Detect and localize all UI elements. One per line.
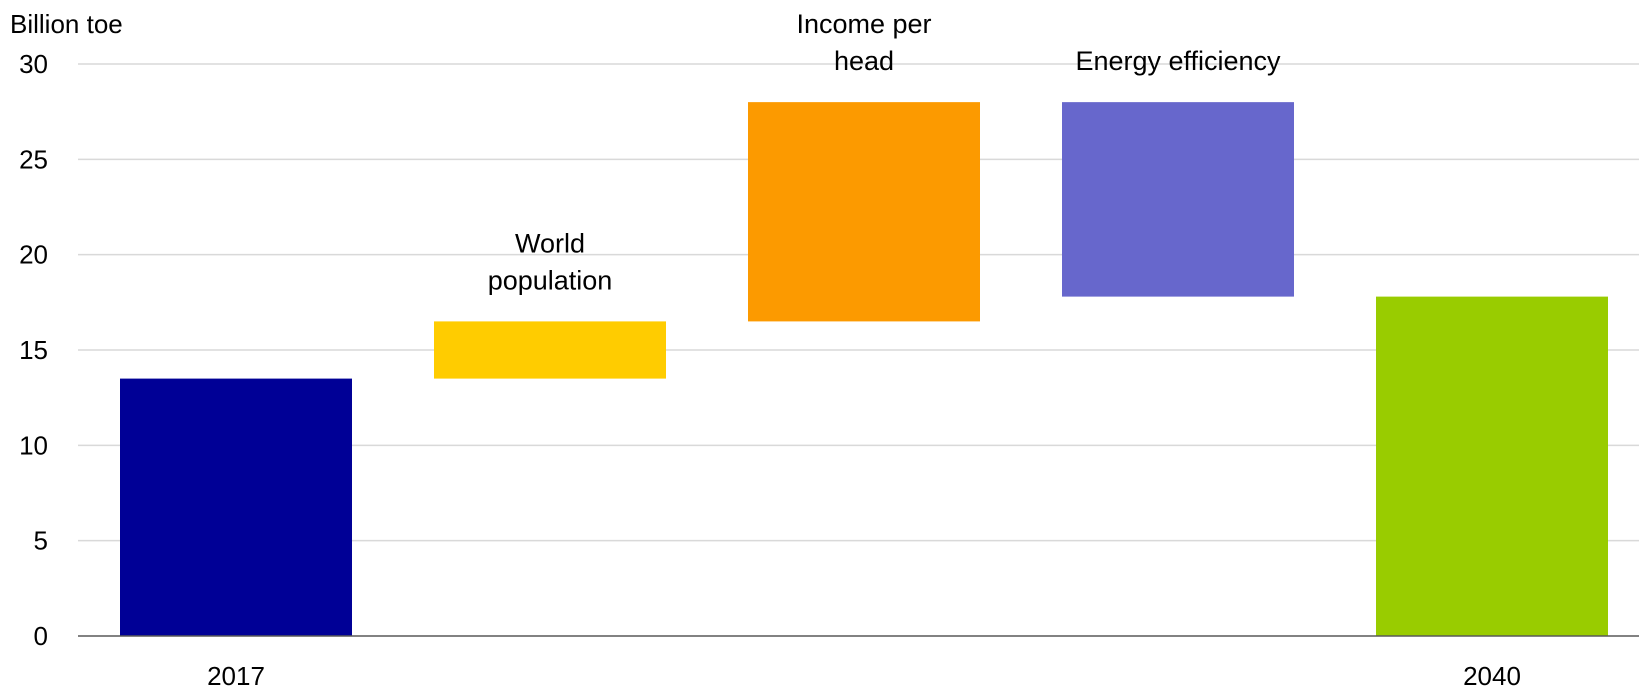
bar: [1376, 296, 1608, 636]
bar-annotation: head: [834, 46, 894, 76]
y-tick-label: 0: [34, 621, 48, 651]
bar: [434, 321, 666, 379]
y-axis-unit-label: Billion toe: [10, 9, 123, 39]
y-tick-label: 30: [19, 49, 48, 79]
x-category-label: 2040: [1463, 661, 1521, 691]
bar-annotation: population: [488, 265, 613, 295]
y-tick-label: 25: [19, 144, 48, 174]
bar: [1062, 102, 1294, 297]
y-axis-ticks: 0 5 10 15 20 25 30: [19, 49, 48, 651]
bar: [748, 102, 980, 322]
bar-annotation: Energy efficiency: [1075, 46, 1281, 76]
bar-labels: 2017 World population Income per head Energy …: [207, 9, 1521, 691]
y-tick-label: 10: [19, 430, 48, 460]
y-tick-label: 15: [19, 335, 48, 365]
bars: [120, 102, 1608, 636]
bar: [120, 378, 352, 636]
y-tick-label: 5: [34, 526, 48, 556]
bar-annotation: Income per: [796, 9, 931, 39]
bar-annotation: World: [515, 228, 585, 258]
y-tick-label: 20: [19, 240, 48, 270]
x-category-label: 2017: [207, 661, 265, 691]
